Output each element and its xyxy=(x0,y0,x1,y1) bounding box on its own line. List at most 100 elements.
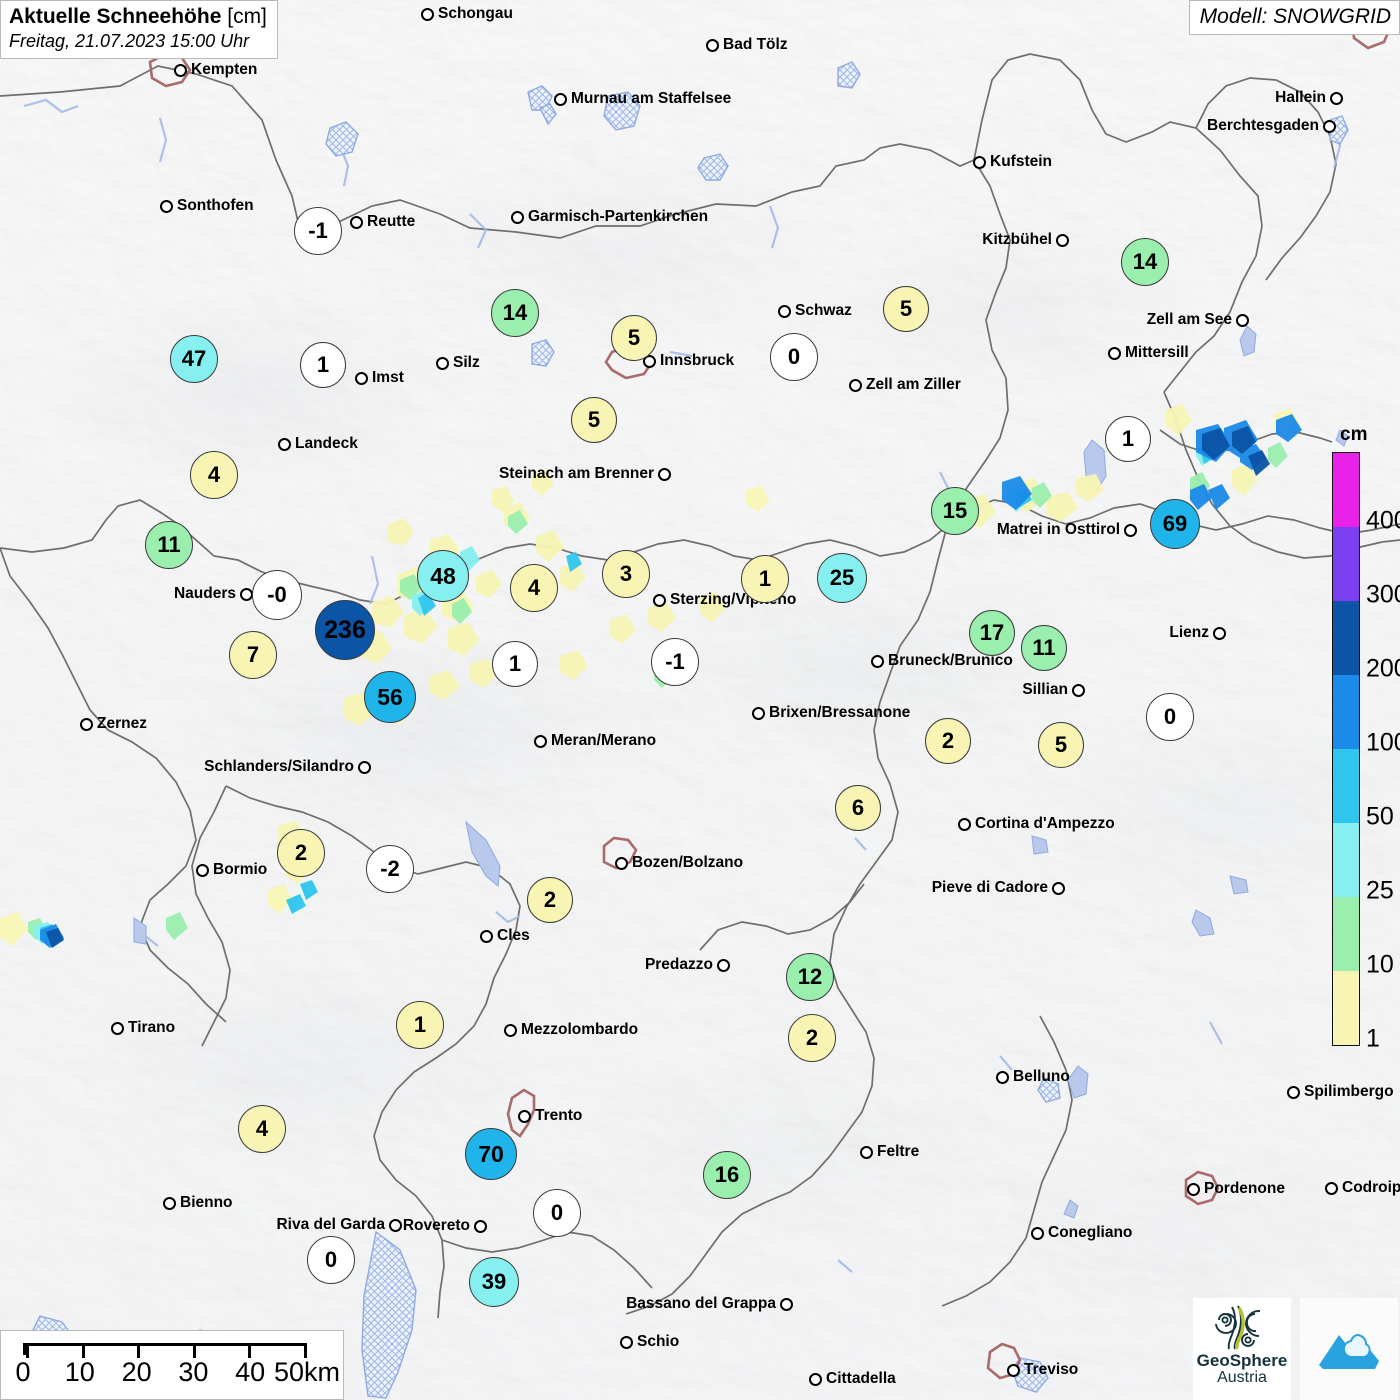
legend-tick-label: 50 xyxy=(1366,802,1394,831)
city-label: Bozen/Bolzano xyxy=(615,854,743,872)
station-value-marker[interactable]: 5 xyxy=(611,315,657,361)
station-value-marker[interactable]: 5 xyxy=(1038,722,1084,768)
station-value-marker[interactable]: -2 xyxy=(366,845,414,893)
mountain-cloud-icon xyxy=(1319,1333,1379,1369)
page-title: Aktuelle Schneehöhe [cm] xyxy=(9,5,267,29)
city-label: Zell am See xyxy=(1147,311,1249,329)
city-name: Pordenone xyxy=(1204,1180,1285,1197)
city-marker-icon xyxy=(389,1218,402,1232)
city-label: Pordenone xyxy=(1187,1180,1285,1198)
station-value-marker[interactable]: 69 xyxy=(1150,499,1200,549)
station-value-marker[interactable]: 3 xyxy=(602,550,650,598)
city-name: Schlanders/Silandro xyxy=(204,758,354,775)
city-name: Lienz xyxy=(1169,624,1209,641)
station-value-marker[interactable]: 6 xyxy=(835,785,881,831)
city-marker-icon xyxy=(80,717,93,731)
city-label: Kufstein xyxy=(973,153,1052,171)
station-value-marker[interactable]: 1 xyxy=(492,641,538,687)
station-value-marker[interactable]: -1 xyxy=(294,207,342,255)
city-marker-icon xyxy=(278,437,291,451)
city-label: Tirano xyxy=(111,1019,175,1037)
station-value-marker[interactable]: 4 xyxy=(238,1105,286,1153)
station-value-marker[interactable]: 7 xyxy=(229,631,277,679)
station-value-marker[interactable]: 2 xyxy=(925,718,971,764)
station-value-marker[interactable]: 56 xyxy=(364,671,416,723)
city-marker-icon xyxy=(504,1023,517,1037)
station-value-marker[interactable]: -1 xyxy=(651,638,699,686)
city-marker-icon xyxy=(160,199,173,213)
station-value-marker[interactable]: 11 xyxy=(145,521,193,569)
station-value-marker[interactable]: 16 xyxy=(703,1151,751,1199)
station-value-marker[interactable]: 0 xyxy=(1146,693,1194,741)
city-name: Zernez xyxy=(97,715,147,732)
city-name: Matrei in Osttirol xyxy=(996,521,1120,538)
station-value-marker[interactable]: 1 xyxy=(300,342,346,388)
city-label: Schongau xyxy=(421,5,513,23)
scale-tick-label: 50km xyxy=(273,1357,341,1387)
station-value-marker[interactable]: 2 xyxy=(277,829,325,877)
station-value-marker[interactable]: 0 xyxy=(533,1189,581,1237)
station-value-marker[interactable]: 1 xyxy=(396,1001,444,1049)
station-value-text: 2 xyxy=(294,840,308,865)
station-value-text: 1 xyxy=(413,1012,427,1037)
station-value-marker[interactable]: 12 xyxy=(786,953,834,1001)
station-value-marker[interactable]: 236 xyxy=(315,600,375,660)
city-name: Belluno xyxy=(1013,1068,1070,1085)
station-value-marker[interactable]: 25 xyxy=(817,553,867,603)
station-value-marker[interactable]: 2 xyxy=(527,877,573,923)
city-name: Hallein xyxy=(1275,89,1326,106)
station-value-marker[interactable]: -0 xyxy=(252,570,302,620)
city-marker-icon xyxy=(554,92,567,106)
city-label: Kitzbühel xyxy=(982,231,1069,249)
station-value-marker[interactable]: 2 xyxy=(788,1014,836,1062)
city-marker-icon xyxy=(534,734,547,748)
geosphere-logo-line1: GeoSphere xyxy=(1196,1351,1288,1370)
station-value-marker[interactable]: 5 xyxy=(883,286,929,332)
station-value-text: 11 xyxy=(1032,635,1056,660)
city-name: Riva del Garda xyxy=(276,1216,385,1233)
station-value-marker[interactable]: 48 xyxy=(417,550,469,602)
station-value-text: 1 xyxy=(758,566,772,591)
station-value-marker[interactable]: 0 xyxy=(770,333,818,381)
city-name: Meran/Merano xyxy=(551,732,657,749)
station-value-marker[interactable]: 14 xyxy=(1121,238,1169,286)
station-value-marker[interactable]: 15 xyxy=(931,487,979,535)
city-name: Schwaz xyxy=(795,302,852,319)
station-value-marker[interactable]: 1 xyxy=(1105,416,1151,462)
city-marker-icon xyxy=(1052,881,1065,895)
city-marker-icon xyxy=(1330,91,1343,105)
city-name: Landeck xyxy=(295,435,358,452)
city-name: Innsbruck xyxy=(660,352,735,369)
station-value-marker[interactable]: 14 xyxy=(491,289,539,337)
city-marker-icon xyxy=(871,654,884,668)
station-value-marker[interactable]: 5 xyxy=(571,397,617,443)
station-value-marker[interactable]: 0 xyxy=(307,1236,355,1284)
city-label: Imst xyxy=(355,369,404,387)
city-name: Bad Tölz xyxy=(723,36,788,53)
city-name: Berchtesgaden xyxy=(1207,117,1319,134)
station-value-marker[interactable]: 4 xyxy=(190,451,238,499)
station-value-marker[interactable]: 17 xyxy=(969,610,1015,656)
station-value-text: 6 xyxy=(851,795,865,820)
city-marker-icon xyxy=(653,593,666,607)
city-marker-icon xyxy=(849,378,862,392)
legend-tick-label: 100 xyxy=(1366,728,1400,757)
city-label: Treviso xyxy=(1007,1361,1078,1379)
city-label: Cles xyxy=(480,927,530,945)
city-marker-icon xyxy=(196,863,209,877)
city-label: Steinach am Brenner xyxy=(499,465,671,483)
station-value-text: 14 xyxy=(1132,249,1158,274)
city-name: Trento xyxy=(535,1107,583,1124)
station-value-marker[interactable]: 39 xyxy=(469,1257,519,1307)
station-value-marker[interactable]: 11 xyxy=(1021,625,1067,671)
city-marker-icon xyxy=(958,817,971,831)
station-value-marker[interactable]: 47 xyxy=(170,335,218,383)
station-value-marker[interactable]: 70 xyxy=(465,1128,517,1180)
city-label: Pieve di Cadore xyxy=(932,879,1065,897)
city-label: Mittersill xyxy=(1108,344,1189,362)
station-value-marker[interactable]: 4 xyxy=(510,564,558,612)
city-name: Murnau am Staffelsee xyxy=(571,90,732,107)
legend-tick-label: 10 xyxy=(1366,950,1394,979)
station-value-marker[interactable]: 1 xyxy=(741,555,789,603)
